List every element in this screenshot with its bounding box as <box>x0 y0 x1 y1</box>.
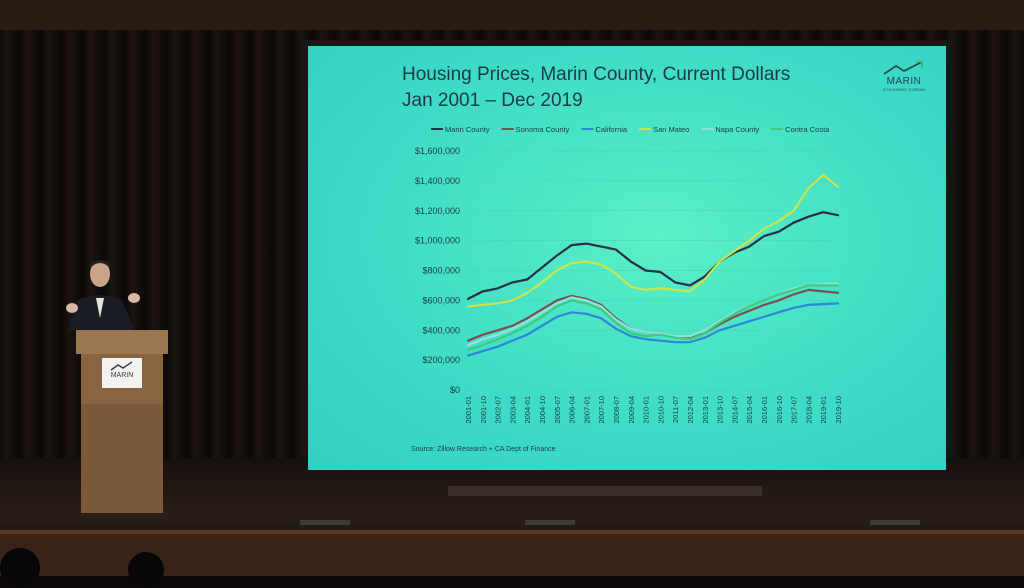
audience-head <box>0 548 40 588</box>
x-tick-label: 2008-07 <box>612 396 621 424</box>
x-tick-label: 2017-07 <box>790 396 799 424</box>
x-tick-label: 2001-10 <box>479 396 488 424</box>
x-tick-label: 2005-07 <box>553 396 562 424</box>
stage-proscenium <box>0 0 1024 34</box>
y-tick-label: $800,000 <box>422 266 460 276</box>
y-tick-label: $1,400,000 <box>415 176 460 186</box>
podium-logo-icon <box>110 361 133 371</box>
chart-source: Source: Zillow Research + CA Dept of Fin… <box>411 446 556 453</box>
x-tick-label: 2010-10 <box>656 396 665 424</box>
podium-sign-text: MARIN <box>110 372 134 379</box>
stage-lip <box>0 530 1024 536</box>
x-tick-label: 2015-04 <box>745 396 754 424</box>
x-tick-label: 2003-04 <box>508 396 517 424</box>
legend-entry: Marin County <box>445 125 490 134</box>
logo-text: MARIN <box>886 76 922 87</box>
x-tick-label: 2010-01 <box>642 396 651 424</box>
legend-entry: California <box>595 125 628 134</box>
floor-vent <box>300 520 350 525</box>
x-tick-label: 2007-01 <box>582 396 591 424</box>
x-tick-label: 2006-04 <box>568 396 577 424</box>
x-tick-label: 2007-10 <box>597 396 606 424</box>
podium-top <box>76 330 168 354</box>
x-tick-label: 2018-04 <box>804 396 813 424</box>
audience-head <box>128 552 164 588</box>
x-tick-label: 2001-01 <box>464 396 473 424</box>
housing-price-chart: $0 $200,000 $400,000 $600,000 $800,000 $1,000… <box>415 125 843 424</box>
x-tick-label: 2002-07 <box>494 396 503 424</box>
x-tick-label: 2004-10 <box>538 396 547 424</box>
floor-vent <box>870 520 920 525</box>
series-line-san-mateo <box>466 173 840 308</box>
y-tick-label: $200,000 <box>422 355 460 365</box>
y-tick-label: $400,000 <box>422 325 460 335</box>
x-tick-label: 2012-04 <box>686 396 695 424</box>
logo-trend-icon <box>883 61 923 75</box>
slide-title: Housing Prices, Marin County, Current Do… <box>402 62 790 114</box>
screen-base <box>448 486 762 496</box>
projection-screen: Housing Prices, Marin County, Current Do… <box>308 46 946 470</box>
legend-entry: Contra Costa <box>785 125 830 134</box>
stage-floor <box>0 458 1024 538</box>
legend-entry: San Mateo <box>653 125 689 134</box>
x-tick-label: 2009-04 <box>627 396 636 424</box>
x-tick-label: 2019-10 <box>834 396 843 424</box>
x-tick-label: 2004-01 <box>523 396 532 424</box>
podium-sign: MARIN <box>102 358 142 388</box>
legend-entry: Napa County <box>715 125 759 134</box>
podium-panel <box>81 404 163 513</box>
x-tick-label: 2013-10 <box>716 396 725 424</box>
speaker-figure <box>66 260 140 330</box>
y-tick-label: $600,000 <box>422 295 460 305</box>
floor-vent <box>525 520 575 525</box>
x-tick-label: 2019-01 <box>819 396 828 424</box>
x-tick-label: 2011-07 <box>671 396 680 423</box>
x-tick-label: 2013-01 <box>701 396 710 424</box>
logo-subtext: ECONOMIC FORUM <box>883 87 925 92</box>
slide-title-line2: Jan 2001 – Dec 2019 <box>402 90 583 111</box>
series-line-contra-costa <box>466 284 840 351</box>
y-tick-label: $1,600,000 <box>415 146 460 156</box>
series-line-marin-county <box>466 211 840 300</box>
y-tick-label: $1,200,000 <box>415 206 460 216</box>
series-line-california <box>466 302 840 357</box>
y-tick-label: $1,000,000 <box>415 236 460 246</box>
x-tick-label: 2016-01 <box>760 396 769 424</box>
marin-logo: MARIN ECONOMIC FORUM <box>874 60 934 94</box>
slide-title-line1: Housing Prices, Marin County, Current Do… <box>402 64 791 85</box>
stage-edge <box>0 534 1024 576</box>
podium: MARIN <box>76 330 168 513</box>
legend-entry: Sonoma County <box>516 125 570 134</box>
x-tick-label: 2016-10 <box>775 396 784 424</box>
y-tick-label: $0 <box>450 385 460 395</box>
x-tick-label: 2014-07 <box>730 396 739 424</box>
